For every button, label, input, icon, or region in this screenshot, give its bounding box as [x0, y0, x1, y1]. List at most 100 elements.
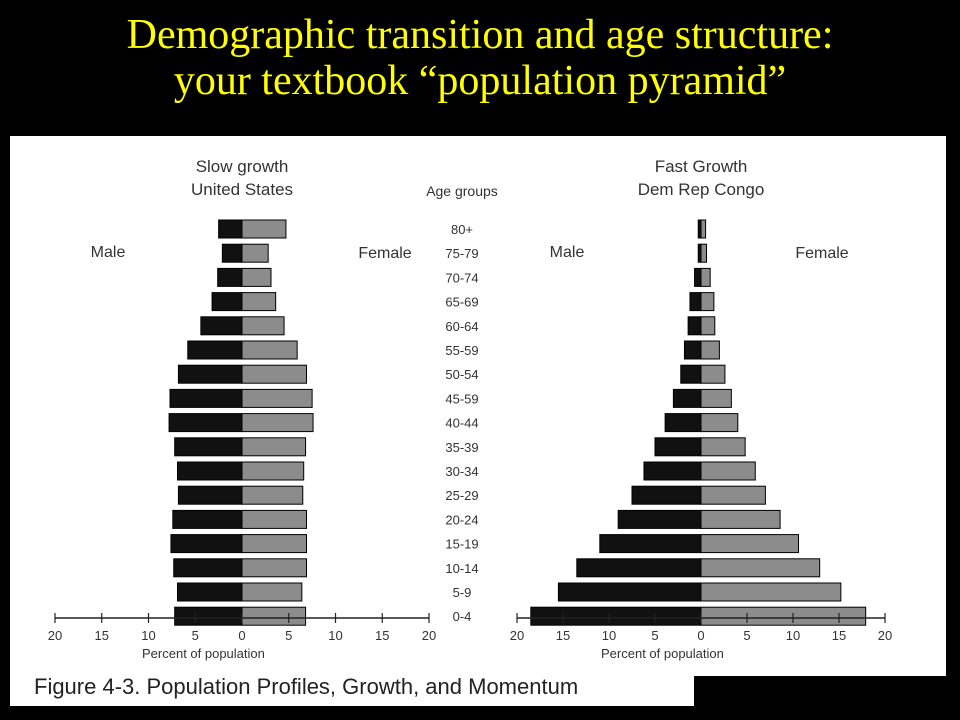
chart-1-female-bar [700, 292, 715, 312]
age-group-label: 45-59 [445, 391, 478, 406]
chart-0-female-bar [241, 267, 272, 287]
chart-1-tick-label: 20 [878, 628, 892, 643]
age-group-label: 0-4 [453, 609, 472, 624]
chart-1-tick-label: 10 [602, 628, 616, 643]
age-group-label: 30-34 [445, 464, 478, 479]
chart-0-female-bar [241, 461, 305, 481]
chart-0-male-bar [218, 219, 243, 239]
chart-1-female-bar [700, 485, 766, 505]
chart-1-tick-label: 15 [556, 628, 570, 643]
age-group-label: 55-59 [445, 343, 478, 358]
chart-1-male-bar [680, 364, 702, 384]
slide-title-line-1: Demographic transition and age structure… [126, 12, 834, 58]
chart-1-male-label: Male [550, 244, 585, 261]
chart-1-male-bar [672, 388, 702, 408]
chart-0-male-bar [200, 316, 243, 336]
chart-0-male-bar [168, 413, 243, 433]
chart-0-male-bar [217, 267, 243, 287]
slide-title: Demographic transition and age structure… [0, 12, 960, 104]
chart-0-female-bar [241, 316, 285, 336]
chart-1-male-bar [643, 461, 702, 481]
chart-1-female-bar [700, 340, 720, 360]
chart-0-female-bar [241, 340, 298, 360]
chart-1-female-bar [700, 437, 746, 457]
chart-0-female-bar [241, 243, 269, 263]
chart-0-tick-label: 10 [141, 628, 155, 643]
chart-1-tick-label: 5 [743, 628, 750, 643]
age-group-label: 35-39 [445, 440, 478, 455]
chart-0-tick-label: 5 [285, 628, 292, 643]
chart-0-female-bar [241, 534, 308, 554]
chart-0-male-bar [211, 292, 243, 312]
chart-0-male-bar [174, 437, 243, 457]
chart-1-tick-label: 20 [510, 628, 524, 643]
age-group-label: 15-19 [445, 537, 478, 552]
chart-0-female-bar [241, 437, 307, 457]
figure-caption: Figure 4-3. Population Profiles, Growth,… [34, 674, 579, 699]
chart-0-female-bar [241, 558, 308, 578]
age-group-label: 80+ [451, 222, 473, 237]
chart-0-female-bar [241, 509, 308, 529]
chart-0-female-bar [241, 413, 314, 433]
chart-1-female-bar [700, 461, 756, 481]
chart-1-title-line-2: Dem Rep Congo [638, 180, 765, 199]
chart-0-title-line-2: United States [191, 180, 293, 199]
age-group-label: 50-54 [445, 367, 478, 382]
chart-0-female-bar [241, 388, 313, 408]
chart-0-male-bar [176, 582, 243, 602]
chart-0-tick-label: 10 [328, 628, 342, 643]
chart-1-male-bar [576, 558, 702, 578]
chart-1-female-bar [700, 388, 732, 408]
caption-mask [694, 676, 946, 706]
chart-1-male-bar [617, 509, 702, 529]
age-groups-header: Age groups [426, 183, 498, 199]
chart-0-title-line-1: Slow growth [196, 157, 289, 176]
chart-1-female-bar [700, 582, 842, 602]
chart-0-male-bar [177, 364, 243, 384]
chart-1-xlabel: Percent of population [601, 646, 724, 661]
age-group-label: 5-9 [453, 585, 472, 600]
age-group-label: 25-29 [445, 488, 478, 503]
chart-0-female-bar [241, 292, 277, 312]
chart-0-tick-label: 5 [192, 628, 199, 643]
age-group-label: 20-24 [445, 512, 478, 527]
chart-1-title-line-1: Fast Growth [655, 157, 748, 176]
chart-1-female-bar [700, 219, 707, 239]
chart-0-female-label: Female [358, 245, 411, 262]
chart-0-female-bar [241, 485, 304, 505]
chart-1-female-label: Female [795, 245, 848, 262]
chart-0-male-bar [177, 485, 243, 505]
chart-1-male-bar [689, 292, 702, 312]
age-group-label: 10-14 [445, 561, 478, 576]
chart-0-female-bar [241, 219, 287, 239]
chart-0-tick-label: 20 [422, 628, 436, 643]
chart-0-female-bar [241, 582, 303, 602]
chart-1-female-bar [700, 267, 711, 287]
chart-0-female-bar [241, 364, 308, 384]
chart-1-female-bar [700, 364, 726, 384]
chart-0-male-bar [176, 461, 243, 481]
chart-1-female-bar [700, 243, 708, 263]
figure-panel: Age groups Slow growth United States Male Fe… [10, 136, 946, 706]
population-pyramids-svg: Age groups Slow growth United States Male Fe… [48, 157, 892, 661]
chart-0-xlabel: Percent of population [142, 646, 265, 661]
chart-1-tick-label: 15 [832, 628, 846, 643]
chart-1-tick-label: 10 [786, 628, 800, 643]
chart-0-male-bar [174, 606, 243, 626]
chart-1-female-bar [700, 413, 739, 433]
chart-1-male-bar [654, 437, 702, 457]
chart-1-tick-label: 5 [651, 628, 658, 643]
chart-1-male-bar [683, 340, 702, 360]
slide-title-line-2: your textbook “population pyramid” [173, 58, 787, 104]
chart-1-female-bar [700, 509, 781, 529]
age-group-label: 75-79 [445, 246, 478, 261]
chart-0-male-label: Male [91, 244, 126, 261]
chart-1-female-bar [700, 534, 800, 554]
chart-0-female-bar [241, 606, 307, 626]
chart-0-male-bar [169, 388, 243, 408]
chart-0-male-bar [187, 340, 243, 360]
chart-1-male-bar [599, 534, 702, 554]
chart-1-male-bar [557, 582, 702, 602]
chart-1-male-bar [694, 267, 702, 287]
chart-0-male-bar [170, 534, 243, 554]
